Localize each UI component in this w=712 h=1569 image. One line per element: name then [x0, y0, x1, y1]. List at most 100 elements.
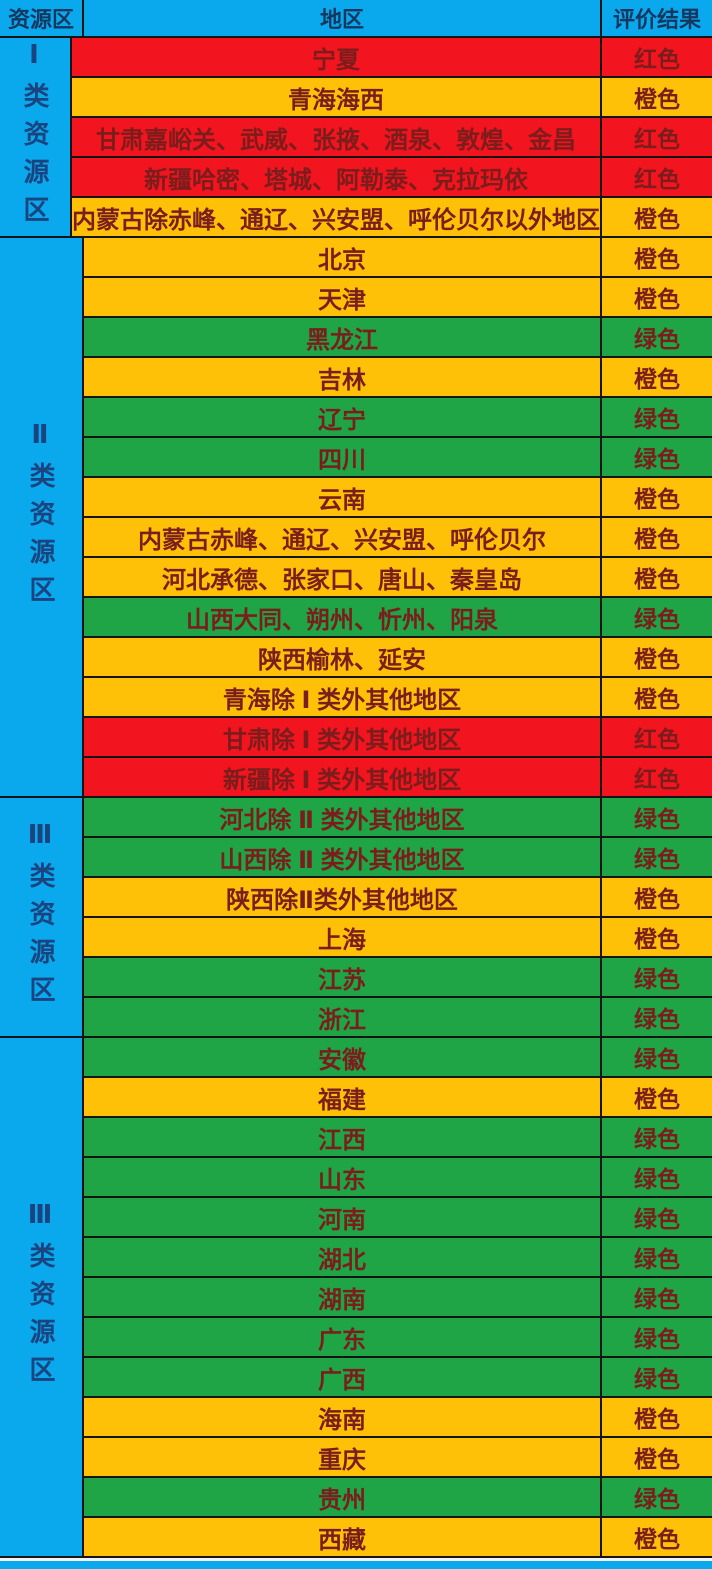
region-cell: 甘肃除 Ⅰ 类外其他地区: [84, 718, 602, 756]
header-region-column: 地区: [84, 0, 602, 36]
region-cell: 新疆哈密、塔城、阿勒泰、克拉玛依: [72, 158, 602, 196]
result-cell: 绿色: [634, 966, 680, 992]
region-cell: 黑龙江: [84, 318, 602, 356]
result-cell: 绿色: [634, 446, 680, 472]
table-row: 云南 橙色: [84, 478, 712, 518]
table-row: 广东 绿色: [84, 1318, 712, 1358]
group-rows: 安徽 绿色 福建 橙色 江西 绿色 山东 绿色 河南 绿色 湖北 绿色 湖南 绿…: [84, 1038, 712, 1558]
header-zone-column: 资源区: [0, 0, 84, 36]
region-cell: 河南: [84, 1198, 602, 1236]
table-row: 陕西榆林、延安 橙色: [84, 638, 712, 678]
region-cell: 辽宁: [84, 398, 602, 436]
region-cell: 广西: [84, 1358, 602, 1396]
table-row: 北京 橙色: [84, 238, 712, 278]
group-rows: 北京 橙色 天津 橙色 黑龙江 绿色 吉林 橙色 辽宁 绿色 四川 绿色 云南 …: [84, 238, 712, 798]
region-cell: 陕西榆林、延安: [84, 638, 602, 676]
table-row: 河北承德、张家口、唐山、秦皇岛 橙色: [84, 558, 712, 598]
table-row: 辽宁 绿色: [84, 398, 712, 438]
region-cell: 四川: [84, 438, 602, 476]
result-cell: 橙色: [634, 286, 680, 312]
region-cell: 山西大同、朔州、忻州、阳泉: [84, 598, 602, 636]
table-row: 甘肃除 Ⅰ 类外其他地区 红色: [84, 718, 712, 758]
result-cell: 橙色: [634, 1446, 680, 1472]
table-row: 内蒙古赤峰、通辽、兴安盟、呼伦贝尔 橙色: [84, 518, 712, 558]
table-row: 宁夏 红色: [72, 38, 712, 78]
table-row: 浙江 绿色: [84, 998, 712, 1038]
result-cell: 橙色: [634, 366, 680, 392]
region-cell: 湖南: [84, 1278, 602, 1316]
region-cell: 宁夏: [72, 38, 602, 76]
table-row: 甘肃嘉峪关、武威、张掖、酒泉、敦煌、金昌 红色: [72, 118, 712, 158]
region-cell: 山西除 Ⅱ 类外其他地区: [84, 838, 602, 876]
group-rows: 河北除 Ⅱ 类外其他地区 绿色 山西除 Ⅱ 类外其他地区 绿色 陕西除Ⅱ类外其他…: [84, 798, 712, 1038]
table-row: 天津 橙色: [84, 278, 712, 318]
result-cell: 橙色: [634, 686, 680, 712]
table-body: Ⅰ类资源区 宁夏 红色 青海海西 橙色 甘肃嘉峪关、武威、张掖、酒泉、敦煌、金昌…: [0, 38, 712, 1558]
zone-group-label: Ⅰ类资源区: [20, 40, 50, 234]
result-cell: 橙色: [634, 86, 680, 112]
result-cell: 红色: [634, 126, 680, 152]
result-cell: 绿色: [634, 1126, 680, 1152]
result-cell: 橙色: [634, 246, 680, 272]
zone-group: Ⅲ类资源区 安徽 绿色 福建 橙色 江西 绿色 山东 绿色 河南 绿色 湖北 绿…: [0, 1038, 712, 1558]
region-cell: 安徽: [84, 1038, 602, 1076]
region-cell: 上海: [84, 918, 602, 956]
region-cell: 新疆除 Ⅰ 类外其他地区: [84, 758, 602, 796]
zone-group: Ⅲ类资源区 河北除 Ⅱ 类外其他地区 绿色 山西除 Ⅱ 类外其他地区 绿色 陕西…: [0, 798, 712, 1038]
result-cell: 绿色: [634, 1006, 680, 1032]
result-cell: 橙色: [634, 886, 680, 912]
table-row: 吉林 橙色: [84, 358, 712, 398]
table-row: 广西 绿色: [84, 1358, 712, 1398]
result-cell: 绿色: [634, 1366, 680, 1392]
result-cell: 绿色: [634, 1286, 680, 1312]
result-cell: 绿色: [634, 1206, 680, 1232]
result-cell: 橙色: [634, 1086, 680, 1112]
zone-group-label-cell: Ⅲ类资源区: [0, 798, 84, 1038]
zone-group-label: Ⅲ类资源区: [26, 1200, 56, 1394]
table-row: 湖南 绿色: [84, 1278, 712, 1318]
region-cell: 河北除 Ⅱ 类外其他地区: [84, 798, 602, 836]
table-row: 湖北 绿色: [84, 1238, 712, 1278]
table-row: 新疆哈密、塔城、阿勒泰、克拉玛依 红色: [72, 158, 712, 198]
result-cell: 绿色: [634, 1326, 680, 1352]
region-cell: 贵州: [84, 1478, 602, 1516]
table-row: 新疆除 Ⅰ 类外其他地区 红色: [84, 758, 712, 798]
result-cell: 橙色: [634, 646, 680, 672]
region-cell: 海南: [84, 1398, 602, 1436]
region-cell: 内蒙古赤峰、通辽、兴安盟、呼伦贝尔: [84, 518, 602, 556]
result-cell: 橙色: [634, 566, 680, 592]
table-row: 上海 橙色: [84, 918, 712, 958]
result-cell: 橙色: [634, 206, 680, 232]
table-row: 江西 绿色: [84, 1118, 712, 1158]
region-cell: 云南: [84, 478, 602, 516]
region-cell: 江苏: [84, 958, 602, 996]
zone-group-label-cell: Ⅰ类资源区: [0, 38, 72, 238]
result-cell: 红色: [634, 46, 680, 72]
table-row: 青海海西 橙色: [72, 78, 712, 118]
table-row: 陕西除Ⅱ类外其他地区 橙色: [84, 878, 712, 918]
zone-group: Ⅱ类资源区 北京 橙色 天津 橙色 黑龙江 绿色 吉林 橙色 辽宁 绿色 四川 …: [0, 238, 712, 798]
table-row: 重庆 橙色: [84, 1438, 712, 1478]
zone-group: Ⅰ类资源区 宁夏 红色 青海海西 橙色 甘肃嘉峪关、武威、张掖、酒泉、敦煌、金昌…: [0, 38, 712, 238]
result-cell: 绿色: [634, 806, 680, 832]
region-cell: 西藏: [84, 1518, 602, 1556]
result-cell: 绿色: [634, 1046, 680, 1072]
result-cell: 绿色: [634, 1166, 680, 1192]
region-cell: 江西: [84, 1118, 602, 1156]
group-rows: 宁夏 红色 青海海西 橙色 甘肃嘉峪关、武威、张掖、酒泉、敦煌、金昌 红色 新疆…: [72, 38, 712, 238]
zone-group-label-cell: Ⅲ类资源区: [0, 1038, 84, 1558]
table-row: 江苏 绿色: [84, 958, 712, 998]
table-row: 山东 绿色: [84, 1158, 712, 1198]
region-cell: 甘肃嘉峪关、武威、张掖、酒泉、敦煌、金昌: [72, 118, 602, 156]
region-cell: 山东: [84, 1158, 602, 1196]
result-cell: 绿色: [634, 846, 680, 872]
table-row: 西藏 橙色: [84, 1518, 712, 1558]
result-cell: 绿色: [634, 326, 680, 352]
table-row: 四川 绿色: [84, 438, 712, 478]
zone-group-label: Ⅱ类资源区: [26, 420, 56, 614]
result-cell: 绿色: [634, 406, 680, 432]
result-cell: 红色: [634, 166, 680, 192]
region-cell: 吉林: [84, 358, 602, 396]
table-row: 内蒙古除赤峰、通辽、兴安盟、呼伦贝尔以外地区 橙色: [72, 198, 712, 238]
